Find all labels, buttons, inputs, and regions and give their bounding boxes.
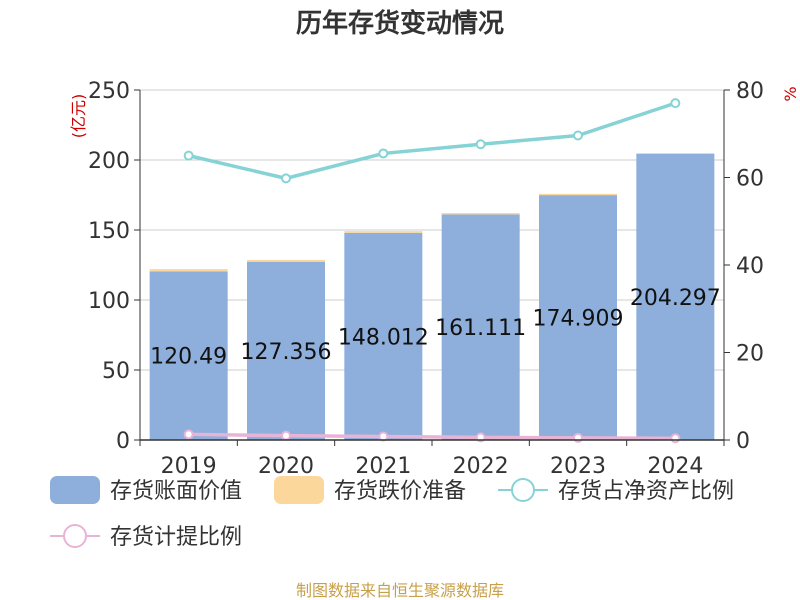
y-left-tick-label: 250: [88, 79, 130, 104]
y-left-tick-label: 200: [88, 149, 130, 174]
x-tick-label: 2022: [453, 454, 509, 479]
x-tick-label: 2023: [550, 454, 606, 479]
legend-marker: [511, 478, 535, 502]
legend-label: 存货账面价值: [110, 479, 242, 504]
y-left-tick-label: 150: [88, 219, 130, 244]
y-right-tick-label: 0: [736, 429, 750, 454]
bar-impairment-reserve: [247, 259, 325, 262]
bar-data-label: 148.012: [338, 325, 429, 350]
bar-impairment-reserve: [636, 153, 715, 154]
grid-lines: [140, 89, 724, 371]
point-inventory-ratio: [183, 150, 194, 161]
point-inventory-ratio: [281, 173, 291, 184]
y-left-tick-label: 100: [88, 289, 130, 314]
legend-label: 存货占净资产比例: [558, 479, 734, 504]
point-inventory-ratio: [378, 148, 389, 159]
bar-data-label: 204.297: [630, 286, 721, 311]
bar-impairment-reserve: [539, 193, 617, 196]
bar-data-label: 127.356: [241, 340, 332, 365]
x-tick-label: 2020: [258, 454, 314, 479]
bars: [149, 153, 715, 441]
line-provision-ratio: [188, 432, 676, 440]
bar-data-label: 120.49: [150, 345, 227, 370]
legend-label: 存货计提比例: [110, 525, 242, 550]
bar-impairment-reserve: [441, 213, 520, 215]
y-right-tick-label: 20: [736, 342, 764, 367]
legend-label: 存货跌价准备: [334, 479, 466, 504]
y-left-tick-label: 50: [102, 359, 130, 384]
bar-book-value: [441, 214, 520, 440]
y-left-unit: (亿元): [69, 94, 88, 139]
bar-book-value: [149, 271, 228, 440]
bar-impairment-reserve: [344, 231, 423, 233]
x-tick-label: 2019: [161, 454, 217, 479]
point-provision-ratio: [183, 429, 194, 440]
point-provision-ratio: [670, 433, 681, 444]
bar-impairment-reserve: [149, 269, 228, 272]
legend-marker: [63, 524, 87, 548]
chart-title: 历年存货变动情况: [296, 8, 504, 39]
point-inventory-ratio: [573, 130, 583, 141]
axes: (亿元) % 0 50 100 150 200 250 0 20 40 60 80 2019 2020 2…: [69, 79, 800, 479]
bar-data-label: 161.111: [435, 316, 526, 341]
y-right-tick-label: 80: [736, 79, 764, 104]
source-note: 制图数据来自恒生聚源数据库: [296, 581, 504, 600]
point-inventory-ratio: [670, 98, 681, 109]
y-right-tick-label: 40: [736, 254, 764, 279]
point-provision-ratio: [281, 430, 291, 441]
point-inventory-ratio: [475, 139, 486, 150]
bar-book-value: [636, 153, 715, 441]
legend-swatch: [274, 476, 324, 504]
bar-data-label: 174.909: [533, 307, 624, 332]
bar-book-value: [344, 232, 423, 440]
y-right-tick-label: 60: [736, 167, 764, 192]
x-tick-label: 2024: [647, 454, 703, 479]
bar-book-value: [539, 195, 617, 440]
legend-swatch: [50, 476, 100, 504]
x-tick-label: 2021: [355, 454, 411, 479]
y-right-unit: %: [781, 86, 800, 101]
line-inventory-ratio: [188, 101, 676, 181]
series-lines: [183, 98, 681, 444]
bar-book-value: [247, 261, 325, 440]
y-left-tick-label: 0: [116, 429, 130, 454]
